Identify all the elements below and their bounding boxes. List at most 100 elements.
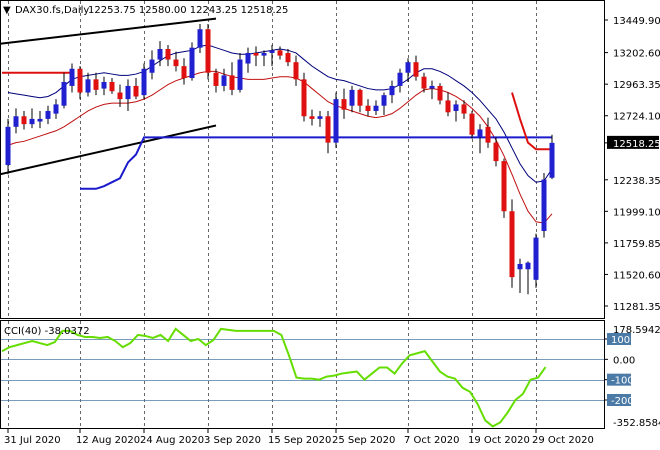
cci-label: CCI(40) -38.0372 xyxy=(4,326,90,337)
price-tick-label: 11281.35 xyxy=(613,302,660,313)
bull-candle xyxy=(453,104,459,111)
bear-candle xyxy=(461,104,467,114)
bear-candle xyxy=(277,50,283,56)
bear-candle xyxy=(509,211,515,278)
price-tick-label: 11520.60 xyxy=(613,270,660,281)
cci-level-tag xyxy=(607,373,631,386)
cci-series xyxy=(1,327,547,428)
bear-candle xyxy=(229,75,235,90)
bull-candle xyxy=(517,263,523,270)
cci-line xyxy=(1,327,547,428)
cci-level-lines xyxy=(1,339,604,401)
bull-candle xyxy=(525,262,531,270)
date-tick-label: 15 Sep 2020 xyxy=(268,435,331,446)
bull-candle xyxy=(349,89,355,106)
price-tick-label: 12963.35 xyxy=(613,80,660,91)
bear-candle xyxy=(301,79,307,117)
ma-lower-line xyxy=(7,70,553,224)
date-tick-label: 7 Oct 2020 xyxy=(404,435,459,446)
date-axis: 31 Jul 2020 12 Aug 2020 24 Aug 2020 3 Sep 2… xyxy=(4,429,594,446)
trendline xyxy=(0,124,217,176)
cci-tick-label: 100 xyxy=(611,335,630,346)
price-tick-label: 11759.85 xyxy=(613,239,660,250)
bull-candle xyxy=(189,47,195,79)
bull-candle xyxy=(269,50,275,53)
cci-tick-label: -200 xyxy=(611,396,634,407)
cci-tick-label: -100 xyxy=(611,376,634,387)
bear-candle xyxy=(133,85,139,97)
bear-candle xyxy=(493,142,499,162)
bull-candle xyxy=(5,126,11,166)
bear-candle xyxy=(165,49,171,60)
bull-candle xyxy=(61,81,67,106)
date-tick-label: 25 Sep 2020 xyxy=(332,435,395,446)
bull-candle xyxy=(13,116,19,127)
bull-candle xyxy=(237,59,243,90)
cci-tick-label: 0.00 xyxy=(613,355,635,366)
bull-candle xyxy=(477,129,483,138)
bull-candle xyxy=(45,110,51,119)
price-tick-label: 13202.60 xyxy=(613,49,660,60)
bear-candle xyxy=(213,72,219,86)
bull-candle xyxy=(533,237,539,280)
blue-support-line xyxy=(80,136,552,190)
bull-candle xyxy=(549,142,555,178)
bear-candle xyxy=(485,126,491,143)
bear-candle xyxy=(77,68,83,93)
date-tick-label: 19 Oct 2020 xyxy=(468,435,530,446)
trendlines xyxy=(0,17,217,176)
candlesticks xyxy=(5,23,555,295)
bull-candle xyxy=(85,79,91,93)
price-tick-label: 12238.35 xyxy=(613,176,660,187)
bull-candle xyxy=(389,85,395,96)
bear-candle xyxy=(501,161,507,212)
date-tick-label: 3 Sep 2020 xyxy=(204,435,261,446)
bull-candle xyxy=(405,62,411,73)
bull-candle xyxy=(245,52,251,64)
red-resistance-late xyxy=(511,92,552,151)
bull-candle xyxy=(149,59,155,73)
last-price-tag xyxy=(607,135,659,149)
bear-candle xyxy=(325,116,331,143)
bull-candle xyxy=(197,29,203,48)
bull-candle xyxy=(53,104,59,114)
date-tick-label: 29 Oct 2020 xyxy=(532,435,594,446)
cci-level-tag xyxy=(607,333,631,345)
bull-candle xyxy=(373,105,379,111)
trendline xyxy=(0,17,217,45)
bear-candle xyxy=(309,116,315,119)
bull-candle xyxy=(141,68,147,96)
chart-symbol: DAX30.fs,Daily xyxy=(15,5,89,16)
bear-candle xyxy=(445,100,451,113)
chart-header-icon: ▼ xyxy=(3,5,11,16)
bull-candle xyxy=(261,52,267,56)
bull-candle xyxy=(333,99,339,143)
bear-candle xyxy=(413,62,419,77)
bear-candle xyxy=(421,76,427,89)
bull-candle xyxy=(157,49,163,60)
price-tick-label: 13449.90 xyxy=(613,16,660,27)
bear-candle xyxy=(93,79,99,90)
bear-candle xyxy=(117,92,123,100)
date-tick-label: 12 Aug 2020 xyxy=(76,435,140,446)
bear-candle xyxy=(341,99,347,110)
bull-candle xyxy=(29,118,35,125)
price-axis: 13449.90 13202.60 12963.35 12724.10 12238.35… xyxy=(604,16,660,313)
last-price-label: 12518.25 xyxy=(613,139,660,150)
bull-candle xyxy=(397,72,403,86)
cci-level-tag xyxy=(607,394,631,406)
bear-candle xyxy=(181,66,187,79)
bull-candle xyxy=(381,95,387,106)
bull-candle xyxy=(429,85,435,89)
bear-candle xyxy=(253,52,259,56)
price-tick-label: 12724.10 xyxy=(613,112,660,123)
bull-candle xyxy=(101,81,107,89)
bear-candle xyxy=(469,113,475,135)
bull-candle xyxy=(37,118,43,122)
date-tick-label: 31 Jul 2020 xyxy=(4,435,61,446)
bear-candle xyxy=(285,52,291,63)
bear-candle xyxy=(21,116,27,125)
cci-min-label: -352.8584 xyxy=(613,418,660,429)
bull-candle xyxy=(221,75,227,86)
